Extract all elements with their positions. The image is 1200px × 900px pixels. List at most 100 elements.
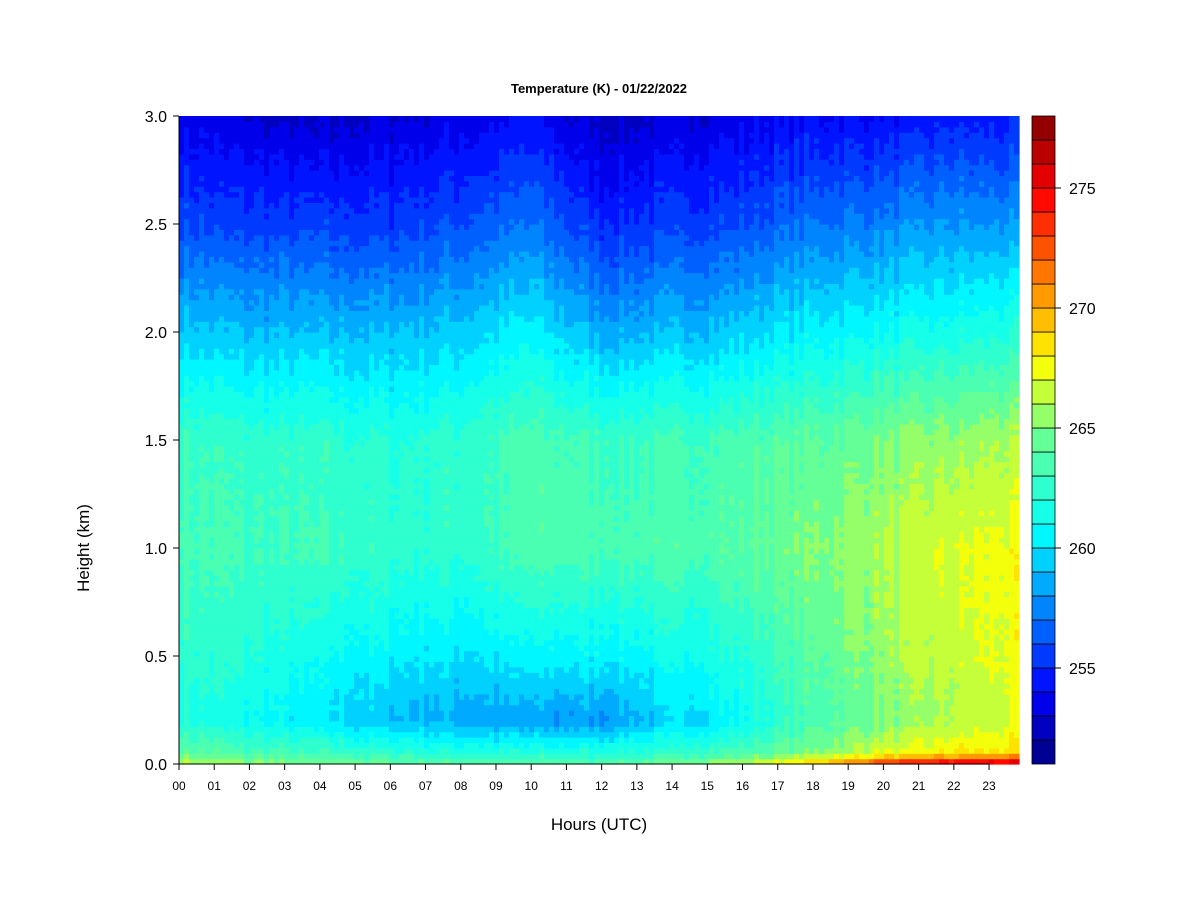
heatmap-cell [429,624,435,630]
heatmap-cell [459,656,465,662]
heatmap-cell [1004,748,1010,754]
heatmap-cell [394,688,400,694]
heatmap-cell [864,710,870,716]
heatmap-cell [229,694,235,700]
heatmap-cell [929,651,935,657]
heatmap-cell [244,742,250,748]
heatmap-cell [509,629,515,635]
heatmap-cell [689,667,695,673]
heatmap-cell [764,715,770,721]
heatmap-cell [274,645,280,651]
heatmap-cell [439,721,445,727]
heatmap-cell [354,602,360,608]
heatmap-cell [699,629,705,635]
heatmap-cell [294,645,300,651]
heatmap-cell [409,694,415,700]
heatmap-cell [574,618,580,624]
heatmap-cell [339,602,345,608]
heatmap-cell [524,618,530,624]
heatmap-cell [269,607,275,613]
heatmap-cell [784,726,790,732]
heatmap-cell [989,613,995,619]
heatmap-cell [1014,645,1020,651]
heatmap-cell [674,656,680,662]
heatmap-cell [189,705,195,711]
heatmap-cell [319,694,325,700]
heatmap-cell [454,672,460,678]
heatmap-cell [694,721,700,727]
heatmap-cell [714,602,720,608]
heatmap-cell [429,688,435,694]
heatmap-cell [704,656,710,662]
heatmap-cell [619,705,625,711]
heatmap-cell [679,661,685,667]
heatmap-cell [924,629,930,635]
heatmap-cell [699,699,705,705]
heatmap-cell [944,672,950,678]
heatmap-cell [234,624,240,630]
heatmap-cell [339,737,345,743]
heatmap-cell [454,732,460,738]
heatmap-cell [184,705,190,711]
heatmap-cell [559,726,565,732]
heatmap-cell [559,732,565,738]
heatmap-cell [799,715,805,721]
heatmap-cell [269,656,275,662]
heatmap-cell [749,678,755,684]
heatmap-cell [954,634,960,640]
heatmap-cell [329,732,335,738]
heatmap-cell [819,742,825,748]
heatmap-cell [969,715,975,721]
heatmap-cell [379,640,385,646]
heatmap-cell [519,678,525,684]
heatmap-cell [984,721,990,727]
heatmap-cell [994,694,1000,700]
heatmap-cell [524,688,530,694]
heatmap-cell [329,645,335,651]
heatmap-cell [739,661,745,667]
heatmap-cell [324,667,330,673]
heatmap-cell [214,753,220,759]
heatmap-cell [179,721,185,727]
heatmap-cell [629,618,635,624]
heatmap-cell [754,678,760,684]
heatmap-cell [399,710,405,716]
heatmap-cell [989,699,995,705]
heatmap-cell [954,710,960,716]
heatmap-cell [719,613,725,619]
heatmap-cell [344,634,350,640]
heatmap-cell [829,742,835,748]
heatmap-cell [849,715,855,721]
heatmap-cell [674,705,680,711]
heatmap-cell [764,618,770,624]
heatmap-cell [794,721,800,727]
heatmap-cell [594,672,600,678]
heatmap-cell [299,613,305,619]
heatmap-cell [949,624,955,630]
heatmap-cell [764,748,770,754]
heatmap-cell [639,667,645,673]
heatmap-cell [379,667,385,673]
heatmap-cell [389,602,395,608]
heatmap-cell [499,705,505,711]
heatmap-cell [639,726,645,732]
heatmap-cell [684,661,690,667]
heatmap-cell [469,602,475,608]
heatmap-cell [189,715,195,721]
heatmap-cell [809,737,815,743]
heatmap-cell [194,705,200,711]
heatmap-cell [444,651,450,657]
heatmap-cell [674,737,680,743]
heatmap-cell [329,715,335,721]
heatmap-cell [519,618,525,624]
heatmap-cell [709,683,715,689]
heatmap-cell [729,721,735,727]
heatmap-cell [864,753,870,759]
heatmap-cell [689,618,695,624]
heatmap-cell [514,656,520,662]
heatmap-cell [359,737,365,743]
heatmap-cell [759,732,765,738]
heatmap-cell [864,661,870,667]
heatmap-cell [414,656,420,662]
heatmap-cell [459,629,465,635]
